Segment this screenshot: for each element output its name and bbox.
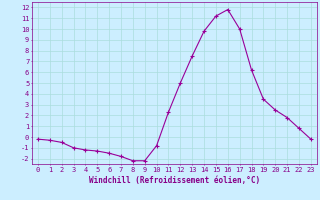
X-axis label: Windchill (Refroidissement éolien,°C): Windchill (Refroidissement éolien,°C) xyxy=(89,176,260,185)
